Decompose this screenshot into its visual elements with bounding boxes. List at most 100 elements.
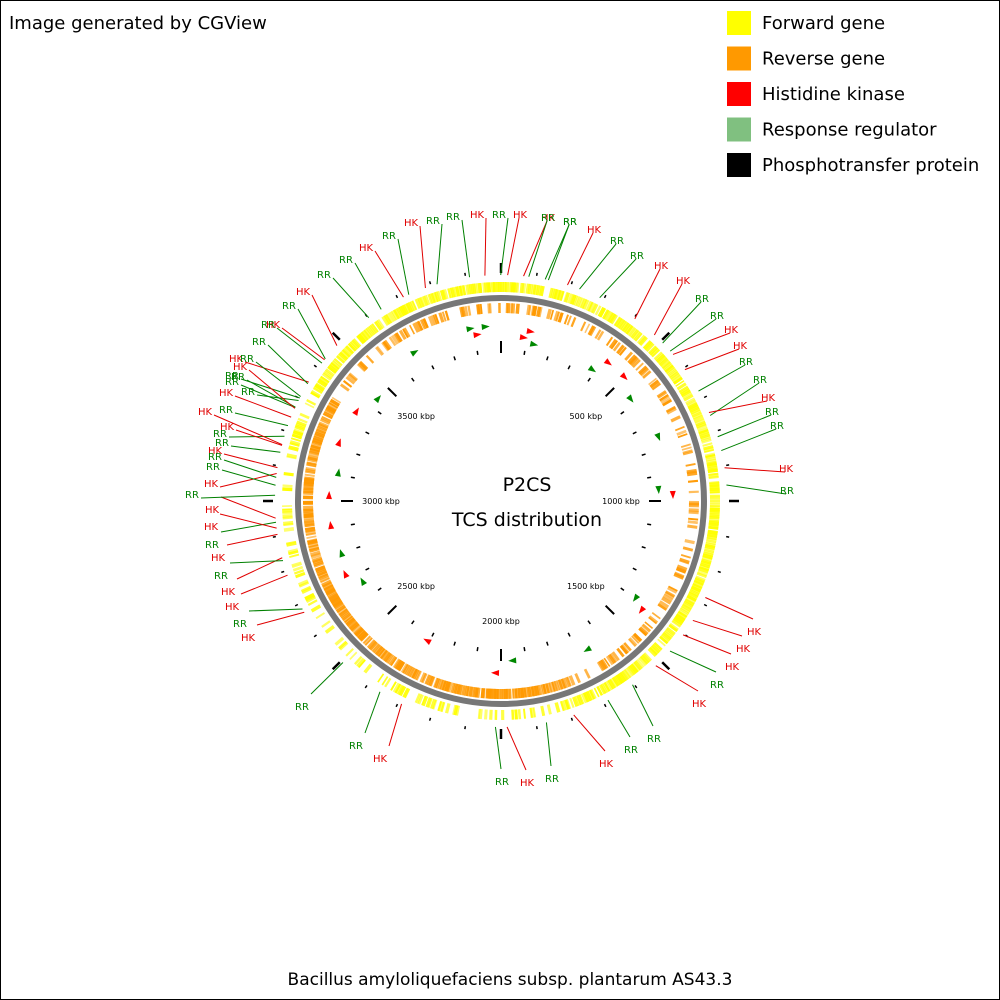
- inner-tick: [377, 411, 382, 415]
- forward-gene: [669, 371, 680, 380]
- forward-gene: [335, 355, 346, 364]
- forward-gene: [707, 530, 718, 536]
- reverse-gene: [347, 373, 358, 383]
- forward-gene: [647, 647, 658, 658]
- reverse-gene: [546, 682, 552, 694]
- forward-gene: [570, 294, 577, 305]
- reverse-gene: [513, 688, 517, 699]
- reverse-gene: [676, 564, 688, 572]
- forward-gene: [317, 379, 328, 388]
- feature-label: HK: [676, 276, 691, 287]
- reverse-gene: [323, 409, 335, 417]
- leader-line: [374, 250, 404, 298]
- forward-gene: [559, 700, 565, 712]
- feature-label: RR: [295, 702, 309, 713]
- tcs-marker: [343, 570, 350, 579]
- forward-gene: [315, 612, 326, 620]
- forward-gene: [557, 290, 564, 301]
- reverse-gene: [677, 433, 688, 439]
- forward-gene: [529, 707, 533, 718]
- reverse-gene: [682, 450, 694, 456]
- reverse-gene: [328, 402, 339, 409]
- reverse-gene: [309, 548, 320, 553]
- forward-gene: [589, 302, 596, 313]
- forward-gene: [405, 303, 412, 314]
- forward-gene: [406, 302, 414, 313]
- inner-tick: [377, 587, 382, 591]
- forward-gene: [613, 676, 621, 686]
- leader-line: [705, 597, 754, 620]
- legend-swatch: [727, 117, 751, 142]
- forward-gene: [540, 285, 545, 297]
- scale-label: 3500 kbp: [397, 412, 435, 421]
- forward-gene: [353, 655, 363, 665]
- forward-gene: [417, 297, 425, 308]
- forward-gene: [467, 284, 472, 295]
- reverse-gene: [648, 377, 658, 386]
- forward-gene: [674, 614, 686, 623]
- feature-label: RR: [206, 462, 220, 473]
- reverse-gene: [366, 639, 376, 649]
- reverse-gene: [327, 404, 337, 412]
- feature-label: RR: [630, 251, 644, 262]
- reverse-gene: [439, 679, 444, 690]
- outer-tick: [717, 570, 721, 574]
- forward-gene: [530, 284, 535, 295]
- forward-gene: [634, 660, 643, 670]
- forward-gene: [310, 604, 322, 613]
- reverse-gene: [353, 626, 364, 636]
- reverse-gene: [427, 315, 435, 327]
- forward-gene: [683, 394, 694, 402]
- forward-gene: [470, 283, 475, 295]
- leader-line: [717, 414, 772, 438]
- reverse-gene: [318, 421, 329, 428]
- forward-gene: [706, 458, 717, 464]
- forward-gene: [462, 285, 467, 296]
- leader-line: [267, 344, 309, 385]
- feature-label: HK: [233, 362, 248, 373]
- reverse-gene: [313, 560, 324, 567]
- reverse-gene: [407, 666, 415, 677]
- tcs-marker: [519, 334, 528, 341]
- forward-gene: [398, 305, 407, 317]
- reverse-gene: [676, 429, 687, 436]
- forward-gene: [702, 555, 713, 560]
- forward-gene: [603, 309, 611, 321]
- reverse-gene: [515, 303, 520, 314]
- forward-gene: [344, 346, 353, 356]
- tcs-marker: [587, 365, 597, 373]
- feature-label: HK: [221, 587, 236, 598]
- forward-gene: [292, 565, 304, 572]
- forward-gene: [367, 326, 376, 336]
- forward-gene: [403, 688, 411, 699]
- reverse-gene: [656, 390, 667, 398]
- reverse-gene: [373, 644, 383, 655]
- forward-gene: [591, 303, 599, 314]
- center-title: P2CS: [503, 474, 552, 496]
- forward-gene: [484, 709, 488, 720]
- reverse-gene: [536, 306, 542, 317]
- tcs-marker: [526, 327, 535, 334]
- leader-line: [221, 469, 276, 486]
- reverse-gene: [358, 631, 369, 642]
- forward-gene: [639, 656, 648, 665]
- forward-gene: [345, 345, 355, 355]
- reverse-gene: [306, 462, 317, 468]
- leader-line: [364, 691, 381, 734]
- reverse-gene: [416, 320, 424, 331]
- feature-label: RR: [185, 490, 199, 501]
- tcs-marker: [654, 432, 661, 442]
- reverse-gene: [687, 524, 698, 529]
- reverse-gene: [450, 682, 456, 694]
- leader-line: [528, 220, 548, 277]
- forward-gene: [581, 299, 588, 309]
- leader-line: [223, 453, 278, 469]
- forward-gene: [318, 378, 328, 386]
- tcs-marker: [655, 485, 662, 494]
- leader-line: [632, 684, 654, 727]
- forward-gene: [590, 303, 597, 313]
- outer-tick: [294, 603, 299, 607]
- forward-gene: [564, 292, 571, 303]
- reverse-gene: [310, 550, 321, 557]
- forward-gene: [690, 585, 702, 593]
